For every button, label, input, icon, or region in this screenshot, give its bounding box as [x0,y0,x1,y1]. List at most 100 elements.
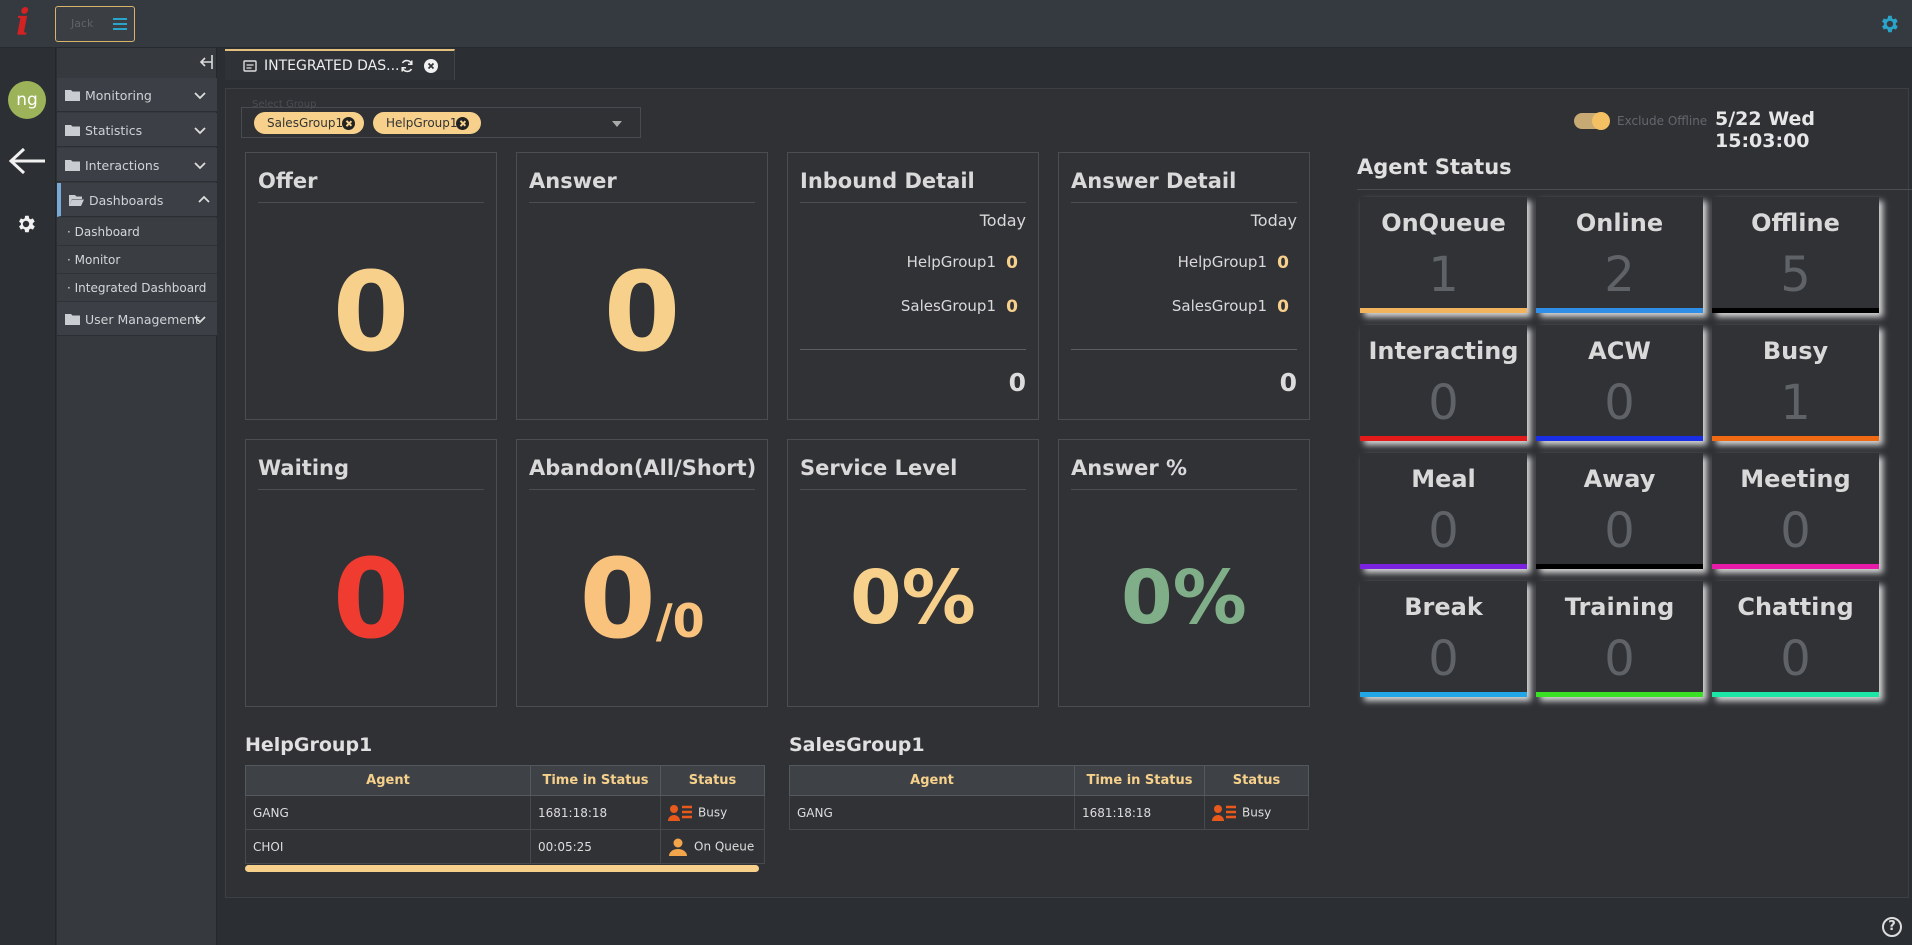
status-color-bar [1536,308,1703,313]
submenu-monitor[interactable]: · Monitor [57,246,217,274]
table-row[interactable]: CHOI 00:05:25 On Queue [245,829,765,864]
menu-dashboards[interactable]: Dashboards [57,183,217,217]
abandon-card: Abandon(All/Short) 0/0 [516,439,768,707]
refresh-icon[interactable] [400,59,414,73]
status-name: Meeting [1740,465,1851,493]
status-name: Busy [1762,337,1829,365]
group-chip-helpgroup1[interactable]: HelpGroup1 [373,112,481,134]
menu-monitoring[interactable]: Monitoring [57,78,217,112]
folder-icon [65,90,80,101]
column-header[interactable]: Time in Status [1074,765,1205,796]
back-arrow-icon[interactable] [7,146,47,176]
status-tile-meal[interactable]: Meal 0 [1360,453,1527,569]
help-icon[interactable]: ? [1882,917,1902,937]
status-color-bar [1536,692,1703,697]
gear-icon[interactable] [15,213,37,235]
status-tile-offline[interactable]: Offline 5 [1712,197,1879,313]
close-tab-icon[interactable] [424,59,438,73]
table-row[interactable]: GANG 1681:18:18 Busy [789,795,1309,830]
submenu-dashboard[interactable]: · Dashboard [57,218,217,246]
menu-statistics[interactable]: Statistics [57,113,217,147]
status-text: Busy [1242,805,1272,819]
menu-interactions[interactable]: Interactions [57,148,217,182]
chevron-down-icon [194,316,206,324]
status-tile-busy[interactable]: Busy 1 [1712,325,1879,441]
agent-cell: GANG [245,795,531,830]
answer-percent-value: 0% [1121,555,1247,641]
status-text: On Queue [694,839,755,853]
column-header[interactable]: Agent [245,765,531,796]
status-tile-meeting[interactable]: Meeting 0 [1712,453,1879,569]
status-count: 0 [1428,503,1459,559]
table-header-row: Agent Time in Status Status [245,765,765,796]
status-count: 0 [1780,503,1811,559]
group-name: SalesGroup1 [900,297,996,315]
side-menu: Monitoring Statistics Interactions Dashb… [57,48,217,945]
group-chip-salesgroup1[interactable]: SalesGroup1 [254,112,364,134]
status-color-bar [1360,436,1527,441]
status-count: 0 [1428,375,1459,431]
status-tile-onqueue[interactable]: OnQueue 1 [1360,197,1527,313]
status-tile-acw[interactable]: ACW 0 [1536,325,1703,441]
column-header[interactable]: Status [660,765,765,796]
status-tile-chatting[interactable]: Chatting 0 [1712,581,1879,697]
status-color-bar [1712,564,1879,569]
time-cell: 1681:18:18 [530,795,661,830]
period-label: Today [1250,211,1297,230]
time-cell: 1681:18:18 [1074,795,1205,830]
status-tile-online[interactable]: Online 2 [1536,197,1703,313]
menu-label: User Management [85,312,200,327]
waiting-value: 0 [332,535,410,663]
brand-box-text: Jack [71,17,94,30]
status-name: ACW [1588,337,1651,365]
total-divider [1071,349,1297,350]
chip-remove-icon[interactable] [342,117,355,130]
app-logo[interactable]: i [16,2,30,44]
avatar[interactable]: ng [8,81,46,119]
table-row[interactable]: GANG 1681:18:18 Busy [245,795,765,830]
table-horizontal-scrollbar[interactable] [245,865,759,872]
column-header[interactable]: Time in Status [530,765,661,796]
group-filter-select[interactable]: Select Group SalesGroup1 HelpGroup1 [241,99,641,138]
toggle-knob [1592,112,1610,130]
status-tile-training[interactable]: Training 0 [1536,581,1703,697]
group-name: SalesGroup1 [1171,297,1267,315]
submenu-integrated-dashboard[interactable]: · Integrated Dashboard [57,274,217,302]
status-name: Offline [1751,209,1840,237]
exclude-offline-toggle[interactable] [1574,112,1610,130]
group-value: 0 [1277,253,1289,273]
status-tile-interacting[interactable]: Interacting 0 [1360,325,1527,441]
column-header[interactable]: Status [1204,765,1309,796]
answer-detail-card: Answer Detail Today HelpGroup1 0 SalesGr… [1058,152,1310,420]
status-cell: Busy [660,795,765,830]
group-title-helpgroup1: HelpGroup1 [245,734,373,756]
group-name: HelpGroup1 [906,253,996,271]
menu-user-management[interactable]: User Management [57,302,217,336]
column-header[interactable]: Agent [789,765,1075,796]
group-value: 0 [1006,253,1018,273]
menu-label: Monitoring [85,88,152,103]
status-tile-away[interactable]: Away 0 [1536,453,1703,569]
status-tile-break[interactable]: Break 0 [1360,581,1527,697]
dropdown-caret-icon[interactable] [612,121,622,127]
status-name: Meal [1411,465,1476,493]
tab-integrated-dashboard[interactable]: INTEGRATED DAS... [225,49,455,80]
card-divider [258,202,484,203]
status-count: 0 [1604,631,1635,687]
settings-gear-icon[interactable] [1878,13,1900,35]
group-name: HelpGroup1 [1177,253,1267,271]
submenu-label: Monitor [74,253,121,267]
status-name: Online [1575,209,1664,237]
tab-strip: INTEGRATED DAS... [225,49,1912,81]
chevron-up-icon [198,195,210,203]
agent-status-divider [1357,189,1912,190]
status-color-bar [1712,692,1879,697]
abandon-short-value: /0 [655,594,705,648]
busy-icon [1212,804,1236,821]
collapse-sidebar-icon[interactable] [195,52,215,72]
person-icon [669,838,687,856]
menu-toggle-button[interactable]: Jack [55,6,135,42]
time-cell: 00:05:25 [530,829,661,864]
chip-remove-icon[interactable] [456,117,469,130]
menu-label: Interactions [85,158,160,173]
